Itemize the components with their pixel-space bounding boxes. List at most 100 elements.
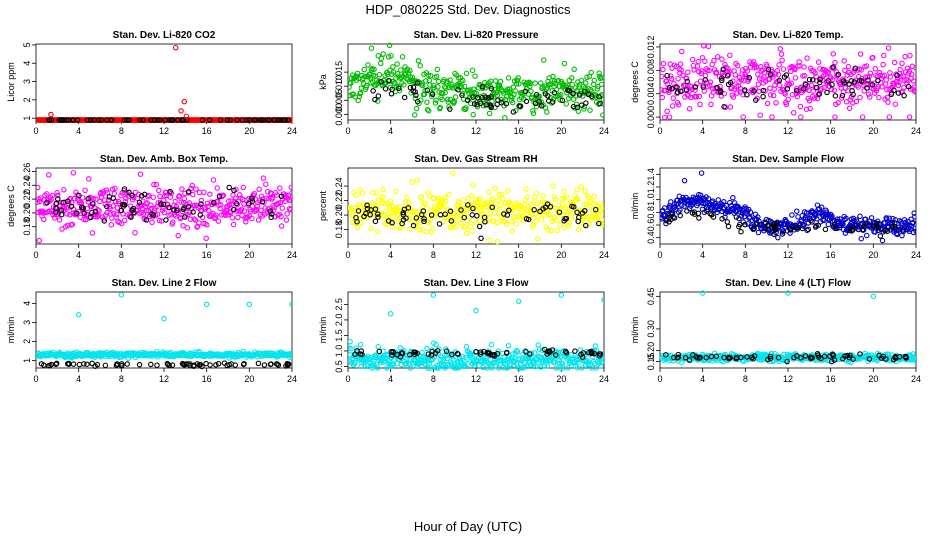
main-point xyxy=(455,198,462,205)
main-point xyxy=(814,216,820,222)
main-point xyxy=(503,221,510,228)
black-point xyxy=(574,209,580,216)
main-point xyxy=(912,355,916,361)
main-point xyxy=(591,77,598,84)
black-point xyxy=(894,72,900,79)
black-point xyxy=(474,213,480,219)
black-point xyxy=(420,208,427,214)
outlier-point xyxy=(70,170,77,176)
main-point xyxy=(548,227,554,234)
main-point xyxy=(424,99,430,105)
black-point xyxy=(226,184,233,191)
main-point xyxy=(879,84,885,90)
outlier-point xyxy=(473,307,479,314)
black-point xyxy=(129,192,135,199)
black-point xyxy=(394,352,400,358)
black-point xyxy=(410,88,417,94)
outlier-point xyxy=(289,301,292,308)
x-tick-label: 24 xyxy=(911,374,921,384)
main-point xyxy=(96,208,102,214)
y-tick-label: 0.4 xyxy=(646,231,656,244)
main-point xyxy=(505,188,511,194)
main-point xyxy=(825,69,832,75)
main-point xyxy=(778,51,785,57)
main-point xyxy=(755,229,762,236)
main-point xyxy=(523,186,529,192)
black-point xyxy=(230,206,237,213)
black-point xyxy=(474,101,480,108)
main-point xyxy=(352,359,358,366)
main-point xyxy=(777,46,784,52)
outlier-point xyxy=(48,111,54,118)
black-point xyxy=(251,117,257,123)
black-point xyxy=(355,208,362,214)
black-point xyxy=(556,209,563,215)
main-point xyxy=(241,201,247,207)
main-point xyxy=(132,229,138,236)
main-point xyxy=(388,210,394,216)
y-tick-label: 0.6 xyxy=(646,219,656,232)
main-point xyxy=(582,80,589,86)
main-point xyxy=(880,61,886,68)
main-point xyxy=(675,75,681,82)
main-point xyxy=(773,100,779,106)
black-point xyxy=(268,214,274,221)
main-point xyxy=(374,98,381,104)
black-point xyxy=(781,74,788,80)
main-point xyxy=(532,363,538,370)
black-point xyxy=(154,362,160,368)
main-point xyxy=(284,211,290,217)
black-point xyxy=(382,86,389,92)
main-point xyxy=(594,214,601,221)
y-tick-label: 0.20 xyxy=(22,204,32,222)
panel-title: Stan. Dev. Li-820 Pressure xyxy=(414,30,539,41)
main-point xyxy=(283,217,290,223)
black-point xyxy=(827,353,833,359)
y-tick-label: 0.18 xyxy=(334,221,344,239)
main-point xyxy=(161,209,167,216)
main-point xyxy=(375,344,382,350)
main-point xyxy=(747,64,754,70)
outlier-point xyxy=(46,172,52,178)
black-point xyxy=(853,222,860,229)
main-point xyxy=(685,69,691,75)
main-point xyxy=(807,217,814,224)
black-point xyxy=(733,356,739,362)
main-point xyxy=(812,213,819,219)
black-point xyxy=(399,220,405,227)
black-point xyxy=(461,214,467,221)
x-tick-label: 4 xyxy=(388,250,393,260)
main-point xyxy=(546,212,552,218)
main-point xyxy=(394,71,401,77)
y-axis-label: ml/min xyxy=(6,317,16,344)
black-point xyxy=(880,353,887,360)
black-point xyxy=(522,88,529,95)
black-point xyxy=(469,212,475,218)
main-point xyxy=(444,96,451,103)
black-point xyxy=(196,362,203,368)
black-point xyxy=(437,212,444,218)
main-point xyxy=(731,200,738,206)
main-point xyxy=(912,225,916,232)
x-tick-label: 16 xyxy=(826,250,836,260)
black-point xyxy=(678,88,684,95)
black-point xyxy=(206,117,213,123)
main-point xyxy=(803,106,810,112)
main-point xyxy=(843,215,849,222)
outlier-point xyxy=(515,298,522,305)
main-point xyxy=(600,203,604,209)
black-point xyxy=(517,103,524,109)
main-point xyxy=(795,214,801,220)
main-point xyxy=(558,212,564,218)
main-point xyxy=(858,67,864,73)
black-point xyxy=(870,223,877,229)
main-point xyxy=(438,353,444,360)
main-point xyxy=(857,94,863,101)
black-point xyxy=(108,117,114,123)
black-point xyxy=(738,228,744,235)
black-point xyxy=(424,87,431,93)
x-tick-label: 24 xyxy=(599,374,609,384)
main-point xyxy=(581,357,587,364)
outlier-point xyxy=(387,310,394,317)
